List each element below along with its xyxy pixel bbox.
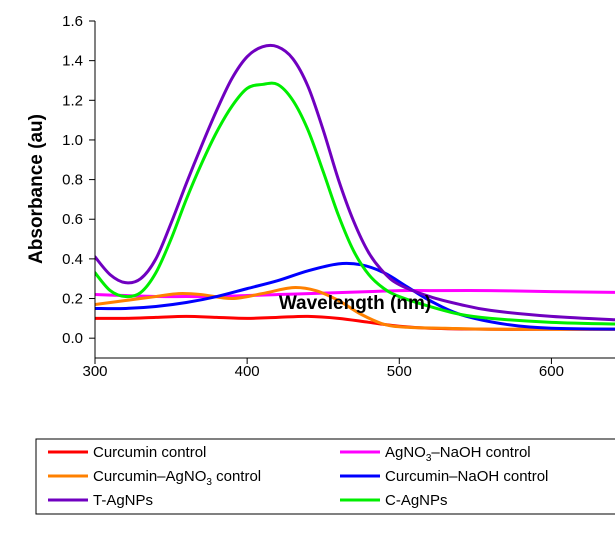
legend-label: C-AgNPs <box>385 492 448 509</box>
series-line-5 <box>95 81 615 326</box>
axes <box>94 21 615 359</box>
legend-label: Curcumin–AgNO3 control <box>93 468 261 488</box>
x-tick-label: 500 <box>387 363 412 380</box>
y-tick-label: 0.2 <box>62 291 83 308</box>
legend-label: Curcumin control <box>93 444 206 461</box>
x-tick-label: 300 <box>82 363 107 380</box>
y-tick-label: 0.8 <box>62 172 83 189</box>
legend-label: Curcumin–NaOH control <box>385 468 548 485</box>
y-tick-label: 1.0 <box>62 132 83 149</box>
x-tick-label: 400 <box>235 363 260 380</box>
legend-label: AgNO3–NaOH control <box>385 444 531 464</box>
legend-label: T-AgNPs <box>93 492 153 509</box>
y-axis-ticks: 0.0 0.2 0.4 0.6 0.8 1.0 1.2 1.4 1.6 <box>62 13 95 347</box>
x-axis-ticks: 300 400 500 600 <box>82 358 564 380</box>
y-tick-label: 0.4 <box>62 251 83 268</box>
x-tick-label: 600 <box>539 363 564 380</box>
x-axis-title: Wavelength (nm) <box>279 293 431 314</box>
plot-area <box>95 43 615 331</box>
y-axis-title: Absorbance (au) <box>26 114 47 264</box>
y-tick-label: 1.4 <box>62 53 83 70</box>
series-line-2 <box>95 286 615 331</box>
y-tick-label: 0.6 <box>62 211 83 228</box>
series-line-4 <box>95 43 615 322</box>
y-tick-label: 0.0 <box>62 330 83 347</box>
y-tick-label: 1.2 <box>62 92 83 109</box>
legend-box <box>35 438 615 515</box>
legend: Curcumin control AgNO3–NaOH control Curcum… <box>35 438 615 515</box>
y-tick-label: 1.6 <box>62 13 83 30</box>
series-line-3 <box>95 261 615 331</box>
